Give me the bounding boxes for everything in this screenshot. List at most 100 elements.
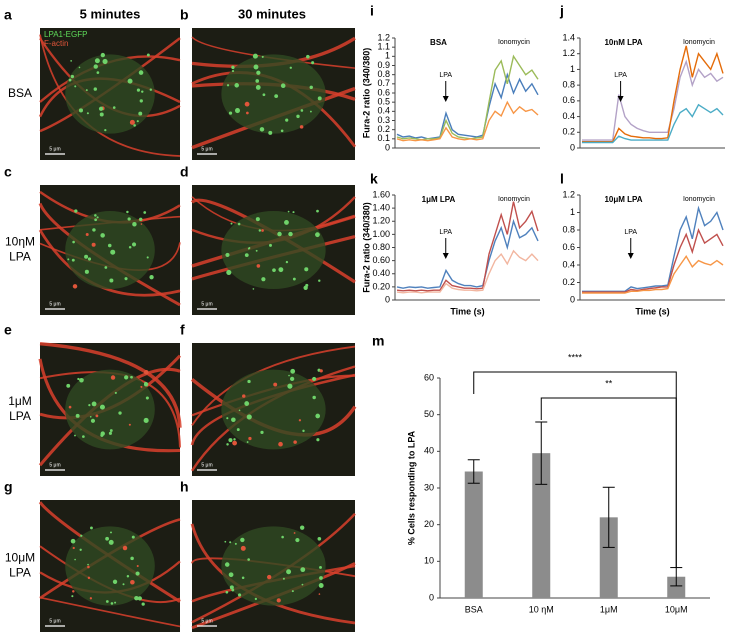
micrograph-detail	[38, 34, 181, 157]
vesicle	[93, 64, 98, 69]
y-tick-label: 0	[429, 592, 434, 602]
vesicle	[95, 414, 99, 418]
row-label: 1μM	[8, 394, 32, 408]
vesicle	[280, 83, 286, 89]
vesicle	[110, 375, 116, 380]
panel-letter: f	[180, 322, 185, 338]
vesicle	[70, 538, 76, 544]
vesicle	[96, 71, 100, 74]
error-bar	[535, 421, 548, 485]
trace	[396, 100, 539, 142]
trace	[396, 54, 539, 141]
vesicle	[74, 558, 76, 561]
vesicle	[110, 602, 114, 605]
x-tick-label: 10μM	[665, 604, 688, 614]
y-tick-label: 1.20	[372, 216, 390, 226]
x-tick-label: 10 ηM	[529, 604, 554, 614]
vesicle	[234, 108, 241, 114]
y-tick-label: 1.60	[372, 189, 390, 199]
vesicle	[141, 90, 144, 93]
micrograph-detail	[38, 341, 182, 467]
scale-bar-label: 5 μm	[49, 462, 60, 468]
vesicle	[136, 88, 141, 92]
vesicle	[82, 378, 84, 381]
vesicle	[70, 60, 72, 62]
vesicle	[224, 562, 230, 567]
error-bar	[602, 486, 615, 548]
panel-letter: b	[180, 7, 189, 23]
vesicle	[92, 228, 96, 232]
vesicle	[108, 539, 114, 545]
row-label: 10μM	[5, 551, 35, 565]
vesicle	[312, 376, 317, 382]
vesicle	[143, 211, 147, 214]
vesicle	[282, 577, 285, 580]
vesicle	[318, 279, 321, 282]
vesicle	[255, 217, 260, 222]
vesicle	[285, 260, 289, 264]
vesicle	[288, 374, 290, 377]
y-tick-label: 0	[385, 294, 390, 304]
vesicle	[127, 78, 133, 84]
actin-fiber	[39, 596, 181, 628]
vesicle	[232, 440, 237, 446]
vesicle	[296, 114, 300, 119]
y-tick-label: 1.2	[562, 48, 575, 58]
vesicle	[267, 574, 272, 580]
y-tick-label: 0.9	[377, 60, 390, 70]
vesicle	[112, 106, 116, 109]
row-label: LPA	[9, 250, 31, 264]
actin-fiber	[191, 36, 356, 69]
vesicle	[100, 433, 104, 437]
vesicle	[233, 438, 236, 441]
vesicle	[312, 395, 316, 400]
vesicle	[85, 233, 89, 237]
annotation: Ionomycin	[498, 39, 530, 46]
vesicle	[305, 283, 309, 287]
vesicle	[74, 209, 78, 213]
vesicle	[287, 383, 293, 389]
vesicle	[136, 565, 139, 568]
vesicle	[66, 383, 71, 388]
micrograph-detail	[38, 501, 181, 628]
vesicle	[128, 423, 131, 426]
scale-bar-label: 5 μm	[201, 618, 212, 624]
vesicle	[302, 429, 305, 433]
vesicle	[277, 231, 282, 237]
vesicle	[252, 53, 258, 59]
vesicle	[143, 369, 149, 375]
vesicle	[74, 434, 76, 437]
vesicle	[109, 531, 112, 534]
y-tick-label: 0.8	[377, 69, 390, 79]
stain-label: F-actin	[44, 39, 68, 48]
vesicle	[109, 278, 114, 283]
vesicle	[126, 210, 129, 214]
error-bar	[467, 459, 480, 484]
annotation: Ionomycin	[498, 196, 530, 203]
vesicle	[248, 436, 252, 441]
vesicle	[300, 567, 306, 573]
vesicle	[289, 66, 292, 69]
vesicle	[131, 242, 137, 247]
vesicle	[140, 223, 143, 225]
vesicle	[99, 112, 104, 117]
cell-body	[65, 369, 155, 450]
panel-letter: a	[4, 7, 12, 23]
vesicle	[72, 284, 78, 289]
micrograph-detail	[190, 196, 356, 290]
bar	[667, 576, 686, 598]
y-tick-label: 1.00	[372, 229, 390, 239]
y-tick-label: 1	[570, 207, 575, 217]
vesicle	[139, 99, 143, 103]
vesicle	[129, 119, 135, 125]
annotation-arrowhead	[617, 96, 624, 102]
vesicle	[71, 595, 74, 598]
vesicle	[278, 267, 284, 273]
vesicle	[292, 277, 296, 281]
vesicle	[278, 441, 283, 447]
vesicle	[260, 430, 264, 434]
vesicle	[281, 535, 284, 539]
y-tick-label: 0.4	[562, 111, 575, 121]
y-tick-label: 0	[570, 294, 575, 304]
y-tick-label: 10	[424, 556, 434, 566]
